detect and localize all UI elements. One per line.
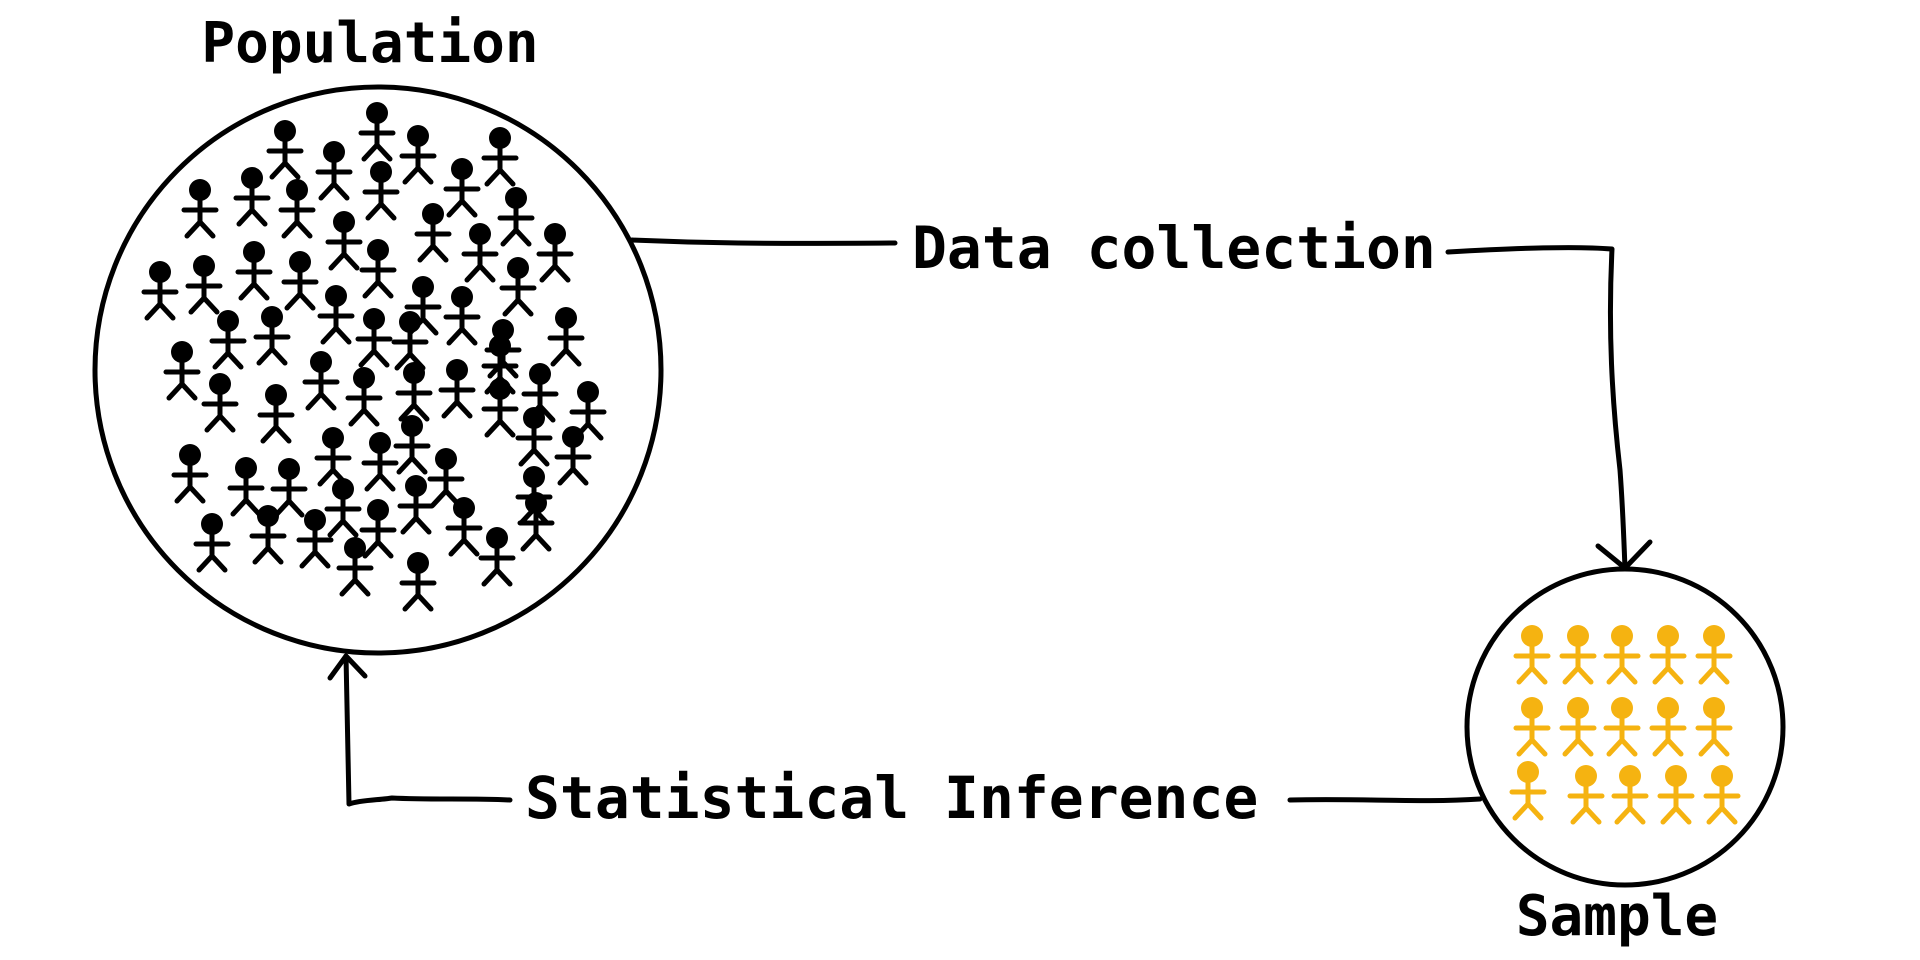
person-icon — [481, 127, 519, 187]
data-collection-label: Data collection — [912, 214, 1436, 282]
person-icon — [1611, 765, 1649, 825]
person-icon — [163, 341, 201, 401]
person-icon — [443, 158, 481, 218]
person-icon — [325, 211, 363, 271]
person-icon — [355, 308, 393, 368]
person-icon — [536, 223, 574, 283]
person-icon — [362, 161, 400, 221]
person-icon — [1513, 625, 1551, 685]
person-icon — [414, 203, 452, 263]
person-icon — [278, 179, 316, 239]
person-icon — [314, 427, 352, 487]
statistical-inference-arrowhead — [327, 653, 368, 681]
person-icon — [324, 478, 362, 538]
person-icon — [1703, 765, 1741, 825]
person-icon — [358, 102, 396, 162]
person-icon — [359, 499, 397, 559]
person-icon — [185, 255, 223, 315]
sample-figures — [1509, 625, 1741, 825]
person-icon — [445, 497, 483, 557]
person-icon — [141, 261, 179, 321]
person-icon — [345, 367, 383, 427]
person-icon — [233, 167, 271, 227]
person-icon — [1649, 625, 1687, 685]
person-icon — [404, 276, 442, 336]
person-icon — [181, 179, 219, 239]
person-icon — [201, 373, 239, 433]
person-icon — [171, 444, 209, 504]
person-icon — [359, 239, 397, 299]
person-icon — [209, 310, 247, 370]
person-icon — [515, 407, 553, 467]
person-icon — [395, 362, 433, 422]
person-icon — [478, 527, 516, 587]
person-icon — [266, 120, 304, 180]
person-icon — [235, 241, 273, 301]
sample-label: Sample — [1516, 884, 1718, 949]
person-icon — [443, 286, 481, 346]
population-figures — [141, 102, 607, 612]
person-icon — [427, 448, 465, 508]
person-icon — [399, 552, 437, 612]
person-icon — [481, 378, 519, 438]
person-icon — [302, 351, 340, 411]
person-icon — [361, 432, 399, 492]
statistical-inference-label: Statistical Inference — [525, 764, 1258, 832]
person-icon — [1695, 625, 1733, 685]
person-icon — [517, 492, 555, 552]
person-icon — [461, 223, 499, 283]
population-label: Population — [201, 11, 538, 76]
person-icon — [397, 475, 435, 535]
person-icon — [257, 384, 295, 444]
person-icon — [281, 251, 319, 311]
person-icon — [499, 257, 537, 317]
person-icon — [1603, 697, 1641, 757]
person-icon — [1567, 765, 1605, 825]
person-icon — [253, 306, 291, 366]
person-icon — [399, 125, 437, 185]
person-icon — [336, 537, 374, 597]
person-icon — [193, 513, 231, 573]
person-icon — [1509, 761, 1547, 821]
person-icon — [317, 285, 355, 345]
person-icon — [481, 335, 519, 395]
person-icon — [569, 381, 607, 441]
statistical-inference-arrow — [343, 653, 1483, 807]
person-icon — [1513, 697, 1551, 757]
person-icon — [521, 363, 559, 423]
person-icon — [1559, 697, 1597, 757]
person-icon — [554, 426, 592, 486]
person-icon — [497, 187, 535, 247]
person-icon — [393, 415, 431, 475]
data-collection-arrowhead — [1595, 539, 1653, 571]
person-icon — [1695, 697, 1733, 757]
person-icon — [1649, 697, 1687, 757]
person-icon — [547, 307, 585, 367]
person-icon — [391, 311, 429, 371]
person-icon — [227, 457, 265, 517]
person-icon — [315, 141, 353, 201]
person-icon — [1559, 625, 1597, 685]
person-icon — [296, 509, 334, 569]
person-icon — [438, 359, 476, 419]
data-collection-arrow — [629, 237, 1628, 571]
person-icon — [1657, 765, 1695, 825]
person-icon — [1603, 625, 1641, 685]
person-icon — [249, 505, 287, 565]
person-icon — [270, 458, 308, 518]
